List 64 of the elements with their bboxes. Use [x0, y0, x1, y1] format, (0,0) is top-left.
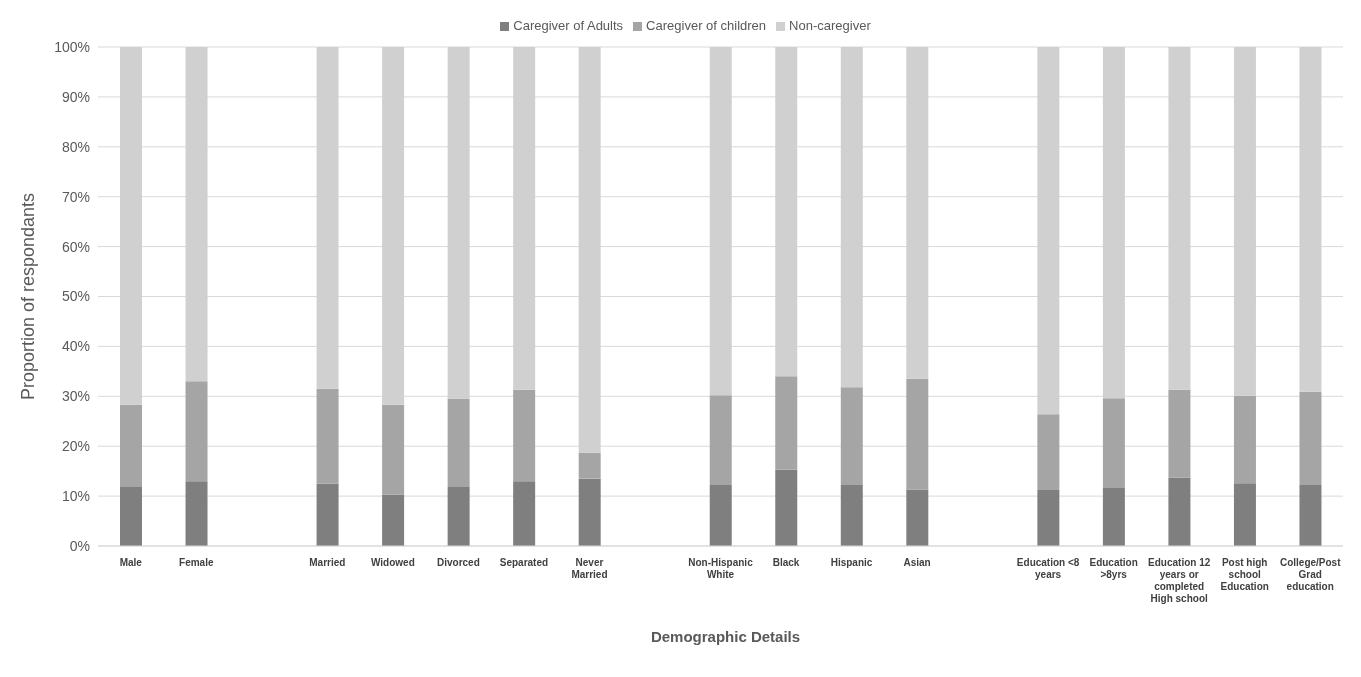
y-tick-label: 100% — [54, 38, 90, 55]
bar — [120, 404, 142, 488]
bar — [578, 478, 601, 546]
x-tick-label: Separated — [499, 557, 549, 568]
y-tick-label: 40% — [61, 338, 90, 355]
bar — [1037, 490, 1060, 546]
legend-label: Caregiver of children — [646, 18, 767, 33]
bar — [1102, 488, 1125, 546]
x-tick-label: Education >8yrs — [1089, 557, 1138, 580]
y-tick-label: 30% — [61, 388, 90, 405]
x-tick-label: College/Post Grad education — [1279, 557, 1342, 592]
bar — [382, 404, 405, 495]
bar — [906, 489, 929, 546]
bar — [120, 487, 142, 546]
y-tick-label: 60% — [61, 238, 90, 255]
x-tick-label: Never Married — [571, 557, 608, 580]
legend-label: Caregiver of Adults — [513, 18, 624, 33]
bar — [906, 378, 929, 490]
bar — [185, 481, 208, 546]
bar — [1168, 389, 1191, 478]
x-tick-label: Asian — [903, 557, 931, 568]
bar — [775, 376, 798, 470]
bar — [447, 487, 470, 546]
bar — [840, 387, 863, 486]
bar — [185, 381, 208, 482]
y-tick-label: 90% — [61, 88, 90, 105]
y-tick-label: 70% — [61, 188, 90, 205]
legend-label: Non-caregiver — [789, 18, 871, 33]
x-tick-label: Hispanic — [830, 557, 873, 568]
bar — [1168, 477, 1191, 546]
y-tick-label: 20% — [61, 438, 90, 455]
bar — [382, 494, 405, 546]
bar — [1299, 391, 1322, 486]
y-tick-label: 80% — [61, 138, 90, 155]
bar — [1037, 414, 1060, 491]
x-tick-label: Post high school Education — [1220, 557, 1269, 592]
x-tick-label: Black — [772, 557, 800, 568]
x-axis-title: Demographic Details — [649, 628, 802, 645]
x-tick-label: Divorced — [437, 557, 480, 568]
y-tick-label: 10% — [61, 488, 90, 505]
x-tick-label: Married — [309, 557, 346, 568]
bar — [709, 395, 732, 486]
bar — [316, 388, 339, 484]
bar — [1233, 395, 1256, 484]
x-tick-label: Widowed — [370, 557, 415, 568]
bar — [775, 469, 798, 546]
bar — [447, 398, 470, 488]
bar — [1102, 398, 1125, 489]
x-tick-label: Male — [119, 557, 143, 568]
bar — [840, 485, 863, 546]
y-axis-title: Proportion of respondants — [18, 192, 39, 401]
x-tick-label: Education <8 years — [1016, 557, 1080, 580]
x-tick-label: Non-Hispanic White — [688, 557, 754, 580]
bar — [709, 485, 732, 546]
bar — [513, 389, 536, 482]
x-tick-label: Education 12 years or completed High school — [1148, 557, 1211, 604]
bar — [1299, 485, 1322, 546]
bar — [578, 452, 601, 479]
y-tick-label: 0% — [69, 537, 90, 554]
bar — [513, 481, 536, 546]
bar — [316, 483, 339, 546]
y-tick-label: 50% — [61, 288, 90, 305]
bar — [1233, 483, 1256, 546]
x-tick-label: Female — [179, 557, 214, 568]
